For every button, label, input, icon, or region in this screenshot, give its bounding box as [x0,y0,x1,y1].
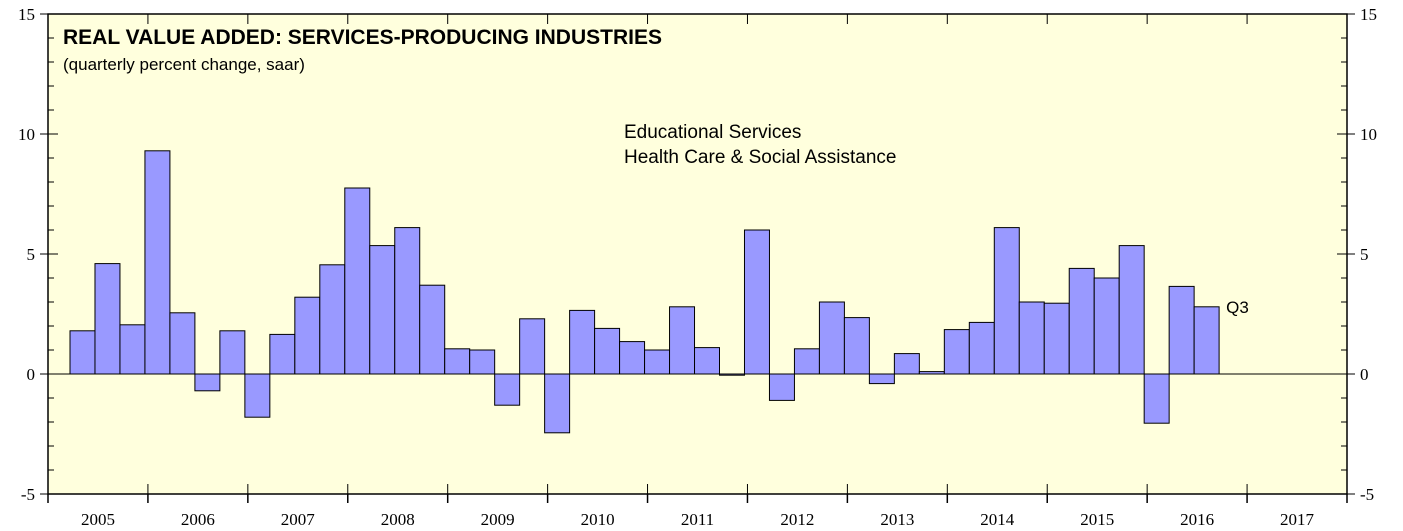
tick-labels-group: -5 -5 0 0 5 5 10 10 15 15 2005 2006 2007 2008 2009 2010… [18,5,1377,529]
bar [743,229,770,375]
bar [1118,245,1145,375]
x-tick-label: 2005 [81,510,115,529]
y-tick-label-right: 5 [1360,245,1369,264]
x-tick-label: 2007 [281,510,316,529]
x-tick-label: 2013 [880,510,914,529]
x-tick-label: 2012 [780,510,814,529]
bar [1093,277,1120,375]
bar [119,324,146,375]
bar [294,296,321,375]
bar [569,309,596,375]
bar [394,227,421,375]
y-tick-label-right: 10 [1360,125,1377,144]
bar [1018,301,1045,375]
bar [818,301,845,375]
y-tick-label-left: 0 [27,365,36,384]
y-tick-label-left: 15 [18,5,35,24]
bar [943,329,970,375]
y-tick-label-left: 10 [18,125,35,144]
bar [419,284,446,375]
bar [1168,285,1195,375]
bar [219,330,246,375]
bar [544,373,571,434]
bar [843,317,870,375]
y-tick-label-right: -5 [1360,485,1374,504]
bar [69,330,96,375]
y-tick-label-right: 0 [1360,365,1369,384]
y-tick-label-left: 5 [27,245,36,264]
bar [993,227,1020,375]
bar [519,318,546,375]
chart-subtitle: (quarterly percent change, saar) [63,55,305,74]
bar [868,373,895,385]
bar [94,263,121,375]
bar [1143,373,1170,424]
bar [1193,306,1220,375]
x-tick-label: 2016 [1180,510,1214,529]
ticks-group [40,13,1355,503]
bar [768,373,795,401]
x-tick-label: 2011 [681,510,714,529]
bar [319,264,346,375]
bar [469,349,496,375]
q3-annotation: Q3 [1226,298,1249,317]
x-tick-label: 2017 [1280,510,1315,529]
bar [244,373,271,418]
series-label-educational: Educational Services [624,122,801,143]
bar [144,150,171,375]
bar [793,348,820,375]
bar [194,373,221,392]
x-tick-label: 2014 [980,510,1015,529]
bar [644,349,671,375]
x-tick-label: 2010 [581,510,615,529]
x-tick-label: 2015 [1080,510,1114,529]
bar [169,312,196,375]
bar [344,187,371,375]
bar [1043,302,1070,375]
x-tick-label: 2009 [481,510,515,529]
bar [1068,267,1095,375]
series-label-health-care: Health Care & Social Assistance [624,147,896,168]
x-tick-label: 2006 [181,510,215,529]
bar [269,333,296,375]
bar [594,327,621,375]
bar [369,245,396,375]
bars-group [69,150,1220,434]
bar [669,306,696,375]
bar [494,373,521,406]
chart-title: REAL VALUE ADDED: SERVICES-PRODUCING IND… [63,26,662,49]
plot-frame [47,13,1348,495]
bar [619,341,646,375]
y-tick-label-left: -5 [21,485,35,504]
bar [444,348,471,375]
x-tick-label: 2008 [381,510,415,529]
y-tick-label-right: 15 [1360,5,1377,24]
bar [968,321,995,375]
bar [694,347,721,375]
bar [893,353,920,375]
